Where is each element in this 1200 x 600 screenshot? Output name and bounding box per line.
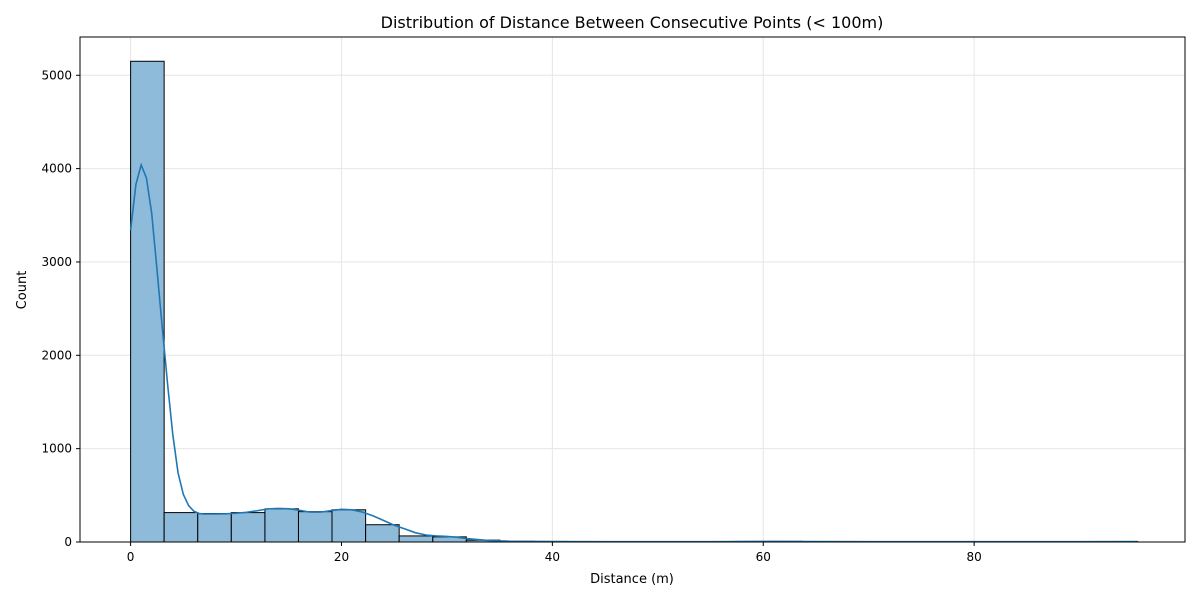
x-tick-label: 20: [334, 550, 349, 564]
y-axis-label: Count: [15, 271, 30, 310]
histogram-bar: [264, 508, 299, 543]
chart-title: Distribution of Distance Between Consecu…: [381, 13, 884, 32]
y-tick-label: 0: [64, 535, 72, 549]
kde-curve: [129, 162, 1138, 543]
histogram-bar: [297, 511, 333, 543]
y-tick-label: 4000: [41, 162, 72, 176]
y-tick-label: 2000: [41, 348, 72, 362]
x-tick-label: 40: [545, 550, 560, 564]
grid-lines: [80, 37, 1185, 543]
x-tick-label: 60: [756, 550, 771, 564]
y-axis-ticks: 0 1000 2000 3000 4000 5000: [41, 68, 80, 549]
histogram-bar: [365, 524, 400, 543]
plot-frame: [79, 36, 1186, 543]
histogram-bar: [130, 60, 165, 543]
histogram-bars: [130, 60, 1139, 543]
histogram-bar: [197, 513, 232, 543]
x-tick-label: 0: [127, 550, 135, 564]
y-tick-label: 1000: [41, 442, 72, 456]
histogram-bar: [163, 512, 199, 543]
y-tick-label: 3000: [41, 255, 72, 269]
x-axis-ticks: 0 20 40 60 80: [127, 542, 982, 564]
histogram-bar: [398, 535, 434, 543]
x-axis-label: Distance (m): [590, 572, 674, 587]
y-tick-label: 5000: [41, 68, 72, 82]
histogram-bar: [230, 512, 266, 543]
histogram-bar: [331, 509, 367, 543]
kde-curve-group: [129, 162, 1138, 543]
x-tick-label: 80: [966, 550, 981, 564]
